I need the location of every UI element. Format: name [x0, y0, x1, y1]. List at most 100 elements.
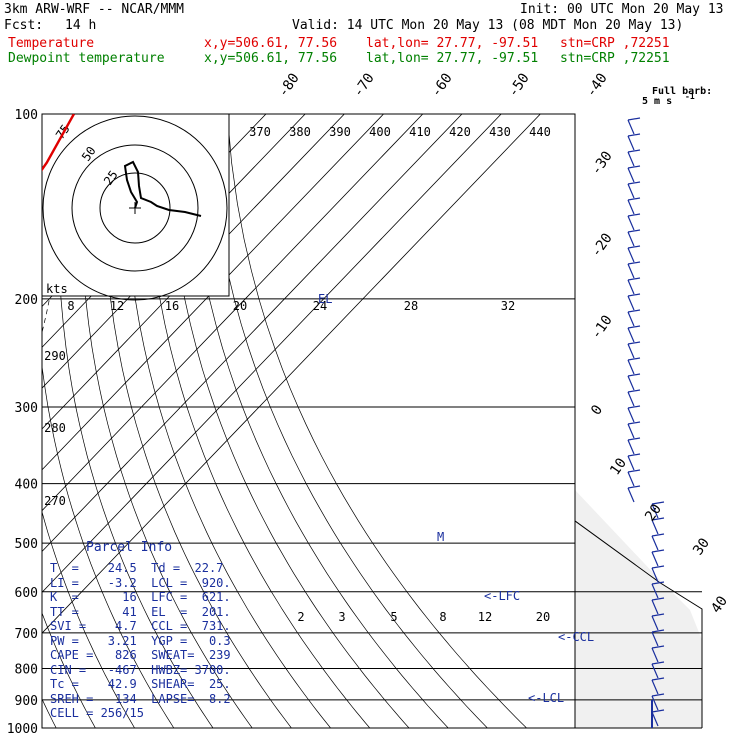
- theta-tick-label: 390: [329, 125, 351, 139]
- wind-barb-shaft: [627, 487, 635, 503]
- temperature-tick-label: -30: [588, 148, 616, 178]
- hodograph-speed-label: 12: [110, 299, 124, 313]
- mixing-ratio-label: 5: [390, 610, 397, 624]
- m-marker: M: [437, 530, 444, 544]
- wind-barb-shaft: [651, 663, 659, 679]
- wind-barb-flag: [627, 325, 641, 329]
- wind-barb-flag: [627, 277, 641, 281]
- model-title: 3km ARW-WRF -- NCAR/MMM: [4, 2, 185, 17]
- parcel-info-row: T = 24.5 Td = 22.7: [50, 561, 224, 575]
- wind-barb-flag: [651, 565, 665, 569]
- dry-adiabat-line: [42, 114, 175, 728]
- dewpoint-legend: Dewpoint temperature: [8, 51, 165, 66]
- wind-barb-shaft: [627, 327, 635, 343]
- temperature-station: stn=CRP ,72251: [560, 36, 670, 51]
- wind-barb-flag: [627, 181, 641, 185]
- dry-adiabat-line: [42, 510, 135, 728]
- wind-barb-shaft: [651, 503, 659, 519]
- wind-barb-shaft: [627, 199, 635, 215]
- wind-barb-flag: [651, 581, 665, 585]
- theta-tick-label: 410: [409, 125, 431, 139]
- hodograph-ring-label: 50: [79, 144, 99, 164]
- hodograph-ring: [71, 144, 199, 272]
- barb-legend-label: Full barb:: [652, 86, 712, 97]
- pressure-tick-label: 600: [15, 586, 38, 601]
- wind-barb-shaft: [627, 167, 635, 183]
- diagram-right-edge: [574, 520, 703, 728]
- dry-adiabat-line: [42, 611, 96, 728]
- dewpoint-xy: x,y=506.61, 77.56: [204, 51, 338, 66]
- wind-barb-flag: [627, 133, 641, 137]
- parcel-info-row: TT = 41 EL = 201.: [50, 604, 231, 619]
- wind-barb-shaft: [627, 263, 635, 279]
- parcel-info-title: Parcel Info: [86, 540, 173, 555]
- mixing-ratio-label: 20: [536, 610, 550, 624]
- wind-barb-shaft: [627, 439, 635, 455]
- isotherm-line: [42, 114, 424, 512]
- wind-barb-flag: [627, 421, 641, 425]
- wind-barb-flag: [651, 629, 665, 633]
- wind-barb-shaft: [627, 295, 635, 311]
- temperature-tick-label: 30: [690, 535, 713, 558]
- temperature-legend: Temperature: [8, 36, 95, 51]
- temperature-latlon: lat,lon= 27.77, -97.51: [366, 36, 539, 51]
- dry-adiabat-line: [80, 114, 253, 728]
- valid-time: Valid: 14 UTC Mon 20 May 13 (08 MDT Mon …: [292, 18, 684, 33]
- wind-barb-flag: [627, 469, 641, 473]
- dry-adiabat-line: [124, 114, 331, 728]
- wind-barb-shaft: [651, 599, 659, 615]
- pressure-tick-label: 1000: [7, 722, 38, 737]
- temperature-tick-label: -20: [588, 230, 616, 260]
- wind-barb-shaft: [651, 679, 659, 695]
- wind-barb-flag: [651, 533, 665, 537]
- wind-barb-flag: [627, 357, 641, 361]
- lfc-marker: <-LFC: [484, 589, 520, 603]
- hodograph-speed-label: 32: [501, 299, 515, 313]
- wind-barb-shaft: [627, 183, 635, 199]
- dry-adiabat-line: [103, 114, 292, 728]
- parcel-info-row: CELL = 256/15: [50, 706, 144, 720]
- hodograph-speed-label: 20: [233, 299, 247, 313]
- wind-barb-flag: [651, 645, 665, 649]
- theta-tick-label: 370: [249, 125, 271, 139]
- wind-barb-shaft: [651, 631, 659, 647]
- temperature-tick-label: 10: [607, 455, 630, 478]
- wind-barb-flag: [627, 261, 641, 265]
- el-marker: EL: [318, 292, 332, 306]
- wind-barb-shaft: [627, 391, 635, 407]
- pressure-tick-label: 300: [15, 401, 38, 416]
- parcel-info-row: K = 16 LFC = 621.: [50, 590, 231, 604]
- parcel-info-row: LI = -3.2 LCL = 920.: [50, 575, 231, 590]
- dry-adiabat-line: [186, 114, 449, 728]
- hodograph-speed-label: 8: [67, 299, 74, 313]
- wind-barb-flag: [651, 661, 665, 665]
- hodograph-trace: [123, 160, 202, 217]
- wind-barb-flag: [627, 341, 641, 345]
- temperature-tick-label: 0: [588, 402, 606, 418]
- wind-barb-flag: [651, 501, 665, 505]
- parcel-info-row: CIN = -467 HWBZ= 3700.: [50, 662, 231, 677]
- isotherm-line: [42, 114, 345, 430]
- ccl-marker: <-CCL: [558, 630, 594, 644]
- temperature-tick-label: 40: [708, 593, 731, 616]
- hodograph-speed-label: 28: [404, 299, 418, 313]
- pressure-tick-label: 100: [15, 108, 38, 123]
- barb-legend-unit: 5 m s: [642, 96, 672, 107]
- hodograph-ring-label: 25: [101, 168, 121, 188]
- forecast-hour: 14 h: [65, 18, 97, 33]
- wind-barb-flag: [627, 405, 641, 409]
- dry-adiabat-line: [226, 114, 527, 728]
- parcel-info-row: SVI = 4.7 CCL = 731.: [50, 619, 231, 633]
- pressure-tick-label: 200: [15, 293, 38, 308]
- temperature-tick-label: 20: [642, 501, 665, 524]
- dewpoint-station: stn=CRP ,72251: [560, 51, 670, 66]
- wind-barb-flag: [627, 453, 641, 457]
- pressure-tick-label: 900: [15, 694, 38, 709]
- theta-left-label: 290: [44, 349, 66, 363]
- hodograph-ring: [99, 172, 171, 244]
- wind-barb-shaft: [627, 359, 635, 375]
- hodograph-speed-label: 16: [165, 299, 179, 313]
- barb-legend-exponent: -1: [685, 92, 695, 101]
- wind-barb-flag: [627, 437, 641, 441]
